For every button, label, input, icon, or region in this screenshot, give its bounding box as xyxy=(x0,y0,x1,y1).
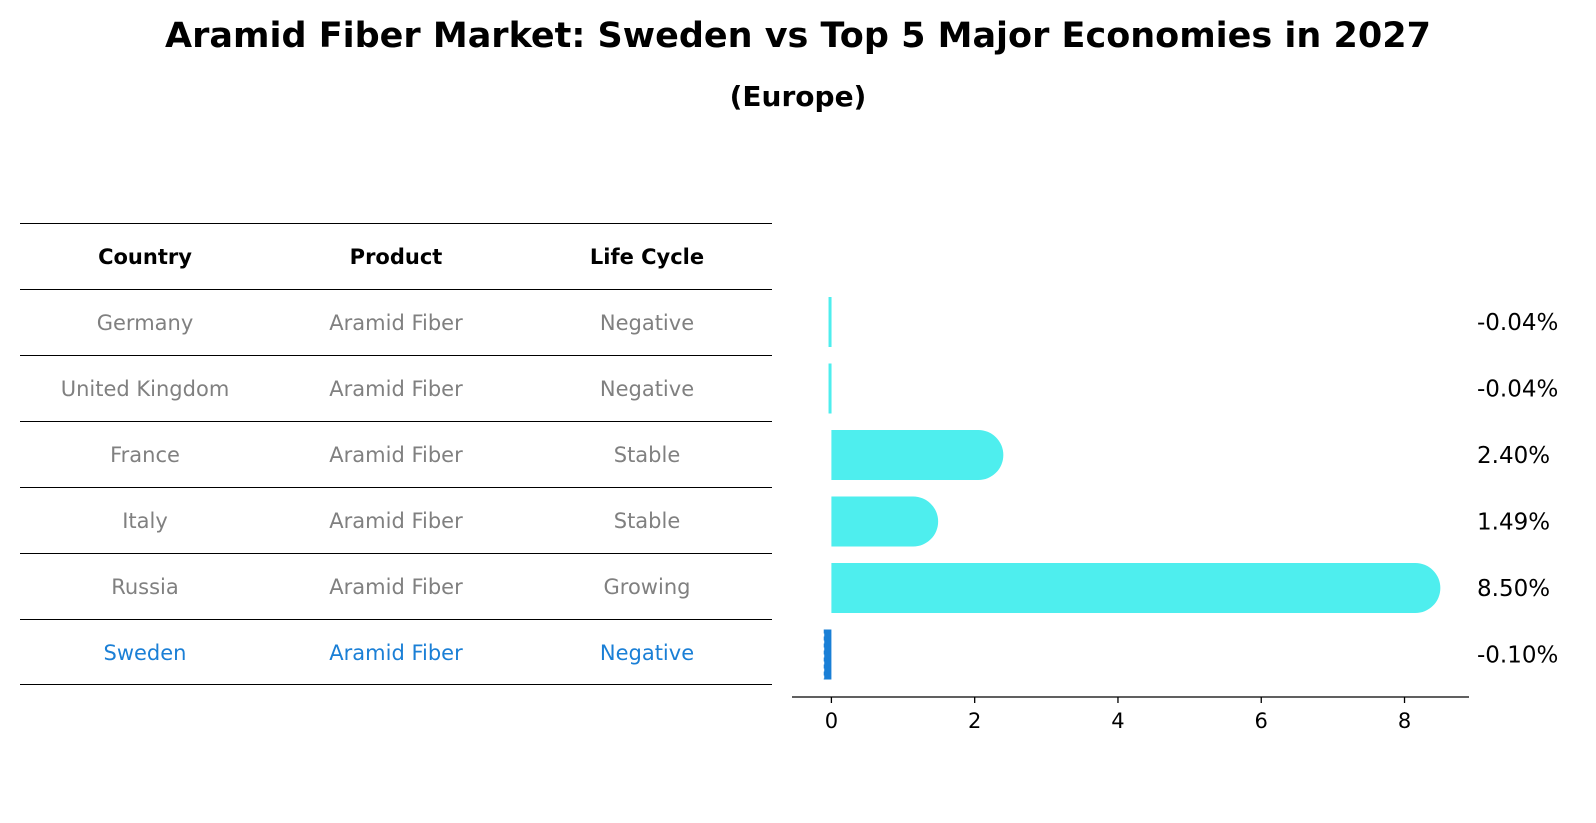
table-row: United Kingdom Aramid Fiber Negative xyxy=(20,355,772,421)
header-country: Country xyxy=(98,245,192,269)
bar-united-kingdom xyxy=(828,363,832,414)
bar-italy xyxy=(831,496,939,547)
country-cell: Sweden xyxy=(103,641,187,665)
value-label-united-kingdom: -0.04% xyxy=(1477,377,1558,403)
product-cell: Aramid Fiber xyxy=(329,377,463,401)
life-cycle-cell: Stable xyxy=(613,509,681,533)
life-cycle-cell: Negative xyxy=(599,377,695,401)
life-cycle-cell: Growing xyxy=(603,575,691,599)
country-cell: Russia xyxy=(111,575,179,599)
x-tick-label: 2 xyxy=(968,709,981,733)
value-label-russia: 8.50% xyxy=(1477,576,1550,602)
header-life-cycle: Life Cycle xyxy=(589,245,705,269)
value-label-sweden: -0.10% xyxy=(1477,643,1558,669)
table-header-row: Country Product Life Cycle xyxy=(20,223,772,289)
country-cell: Italy xyxy=(122,509,168,533)
x-tick-label: 8 xyxy=(1398,709,1411,733)
table-row: France Aramid Fiber Stable xyxy=(20,421,772,487)
chart-title: Aramid Fiber Market: Sweden vs Top 5 Maj… xyxy=(165,16,1431,56)
product-cell: Aramid Fiber xyxy=(329,641,463,665)
product-cell: Aramid Fiber xyxy=(329,443,463,467)
table-row: Russia Aramid Fiber Growing xyxy=(20,553,772,619)
x-tick-label: 6 xyxy=(1255,709,1268,733)
life-cycle-cell: Negative xyxy=(599,311,695,335)
header-product: Product xyxy=(349,245,443,269)
product-cell: Aramid Fiber xyxy=(329,575,463,599)
table-row: Germany Aramid Fiber Negative xyxy=(20,289,772,355)
chart-subtitle: (Europe) xyxy=(729,80,867,113)
table-row-highlighted: Sweden Aramid Fiber Negative xyxy=(20,619,772,685)
bar-russia xyxy=(831,563,1441,613)
value-label-germany: -0.04% xyxy=(1477,310,1558,336)
country-cell: Germany xyxy=(96,311,194,335)
product-cell: Aramid Fiber xyxy=(329,509,463,533)
product-cell: Aramid Fiber xyxy=(329,311,463,335)
life-cycle-cell: Negative xyxy=(599,641,695,665)
x-tick-label: 4 xyxy=(1111,709,1124,733)
country-cell: France xyxy=(110,443,180,467)
value-label-italy: 1.49% xyxy=(1477,510,1550,536)
life-cycle-cell: Stable xyxy=(613,443,681,467)
value-label-france: 2.40% xyxy=(1477,443,1550,469)
country-cell: United Kingdom xyxy=(60,377,230,401)
bar-france xyxy=(831,430,1004,480)
bar-germany xyxy=(828,297,832,347)
data-table: Country Product Life Cycle Germany Arami… xyxy=(20,223,772,685)
x-tick-label: 0 xyxy=(825,709,838,733)
table-row: Italy Aramid Fiber Stable xyxy=(20,487,772,553)
